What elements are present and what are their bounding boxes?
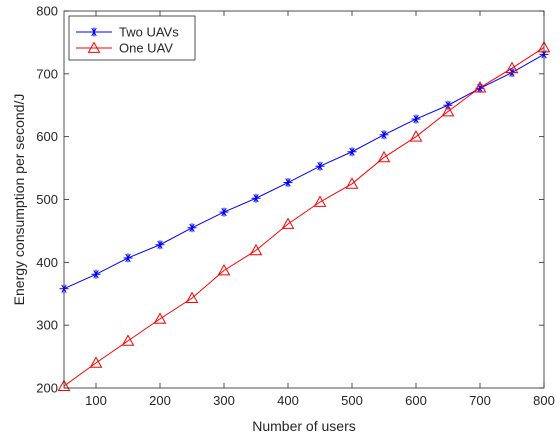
data-point [249,243,263,256]
data-point [153,312,167,324]
data-point [57,379,71,392]
data-point [441,105,455,117]
series-line-two-uavs [63,53,545,290]
series-markers [57,40,551,392]
data-point [91,269,101,279]
data-point [315,161,325,171]
tick-labels: 100 200 300 400 500 600 700 800 200 300 400 500 600 7… [36,4,555,409]
x-tick-label: 600 [405,393,427,408]
x-tick-label: 500 [341,393,363,408]
y-tick-label: 800 [36,4,58,19]
y-tick-label: 500 [36,192,58,207]
x-tick-label: 400 [277,393,299,408]
legend-label-two-uavs: Two UAVs [119,25,179,40]
series-line-one-uav [63,47,545,387]
legend-label-one-uav: One UAV [119,41,173,56]
data-point [283,178,293,188]
legend-marker-two-uavs [89,27,99,37]
y-tick-label: 400 [36,255,58,270]
x-tick-label: 200 [149,393,171,408]
x-tick-label: 700 [469,393,491,408]
data-point [121,334,135,346]
data-point [281,217,295,229]
data-point [473,81,487,93]
y-tick-label: 700 [36,66,58,81]
data-point [409,130,423,142]
data-point [379,130,389,140]
y-axis-label: Energy consumption per second/J [11,94,27,306]
data-point [217,263,231,276]
x-axis-label: Number of users [252,418,355,434]
data-point [187,223,197,233]
data-point [219,207,229,217]
data-point [411,114,421,124]
legend-marker-one-uav [87,41,101,53]
legend-marker [87,41,101,53]
y-tick-label: 600 [36,129,58,144]
legend: Two UAVs One UAV [68,15,196,61]
data-point [89,356,103,368]
data-point [505,61,519,74]
x-tick-label: 800 [533,393,555,408]
x-tick-label: 100 [85,393,107,408]
data-point [313,195,327,207]
data-point [347,147,357,157]
plot-area [64,11,544,388]
data-point [185,291,199,304]
data-point [123,253,133,263]
data-point [251,193,261,203]
y-tick-label: 300 [36,318,58,333]
data-point [155,240,165,250]
data-point [377,150,391,163]
legend-marker [89,27,99,37]
data-point [345,177,359,189]
x-tick-label: 300 [213,393,235,408]
y-tick-label: 200 [36,381,58,396]
plot-frame [63,10,545,389]
series-lines [63,47,545,387]
